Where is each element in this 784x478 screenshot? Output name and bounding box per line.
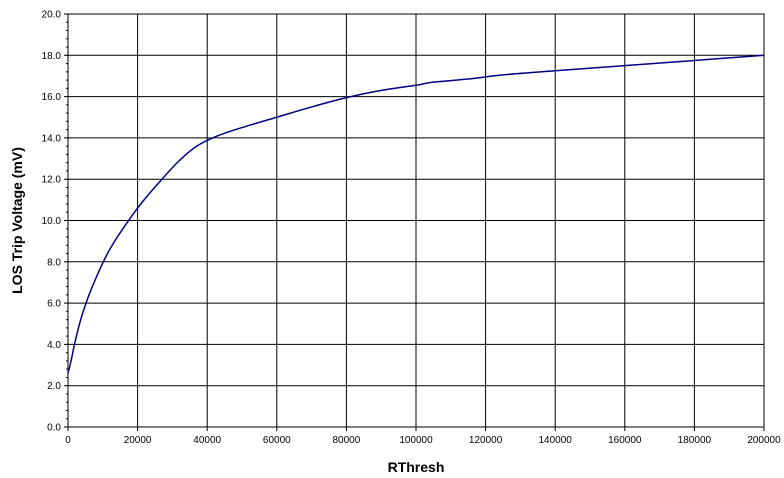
y-tick-label: 20.0 bbox=[42, 10, 62, 21]
x-axis-title: RThresh bbox=[388, 459, 445, 475]
series-line bbox=[67, 54, 765, 374]
x-tick-label: 20000 bbox=[124, 435, 152, 446]
axis-ticks: 0 20000 40000 60000 80000 100000 120000 140000 1… bbox=[42, 10, 782, 447]
y-tick-label: 0.0 bbox=[47, 423, 61, 434]
series-layer bbox=[67, 54, 765, 374]
y-tick-label: 10.0 bbox=[42, 216, 62, 227]
grid-lines bbox=[67, 13, 765, 428]
y-tick-label: 2.0 bbox=[47, 381, 61, 392]
x-tick-label: 160000 bbox=[608, 435, 642, 446]
y-tick-label: 8.0 bbox=[47, 257, 61, 268]
x-tick-label: 200000 bbox=[747, 435, 781, 446]
y-tick-label: 6.0 bbox=[47, 299, 61, 310]
x-tick-label: 140000 bbox=[539, 435, 573, 446]
y-tick-label: 4.0 bbox=[47, 340, 61, 351]
x-tick-label: 40000 bbox=[193, 435, 221, 446]
x-tick-label: 0 bbox=[65, 435, 71, 446]
y-tick-label: 14.0 bbox=[42, 133, 62, 144]
x-tick-label: 80000 bbox=[332, 435, 360, 446]
y-tick-label: 16.0 bbox=[42, 92, 62, 103]
x-tick-label: 60000 bbox=[263, 435, 291, 446]
x-tick-label: 180000 bbox=[678, 435, 712, 446]
y-tick-label: 12.0 bbox=[42, 175, 62, 186]
x-tick-label: 100000 bbox=[399, 435, 433, 446]
y-tick-label: 18.0 bbox=[42, 51, 62, 62]
x-tick-label: 120000 bbox=[469, 435, 503, 446]
y-axis-title: LOS Trip Voltage (mV) bbox=[9, 147, 25, 294]
